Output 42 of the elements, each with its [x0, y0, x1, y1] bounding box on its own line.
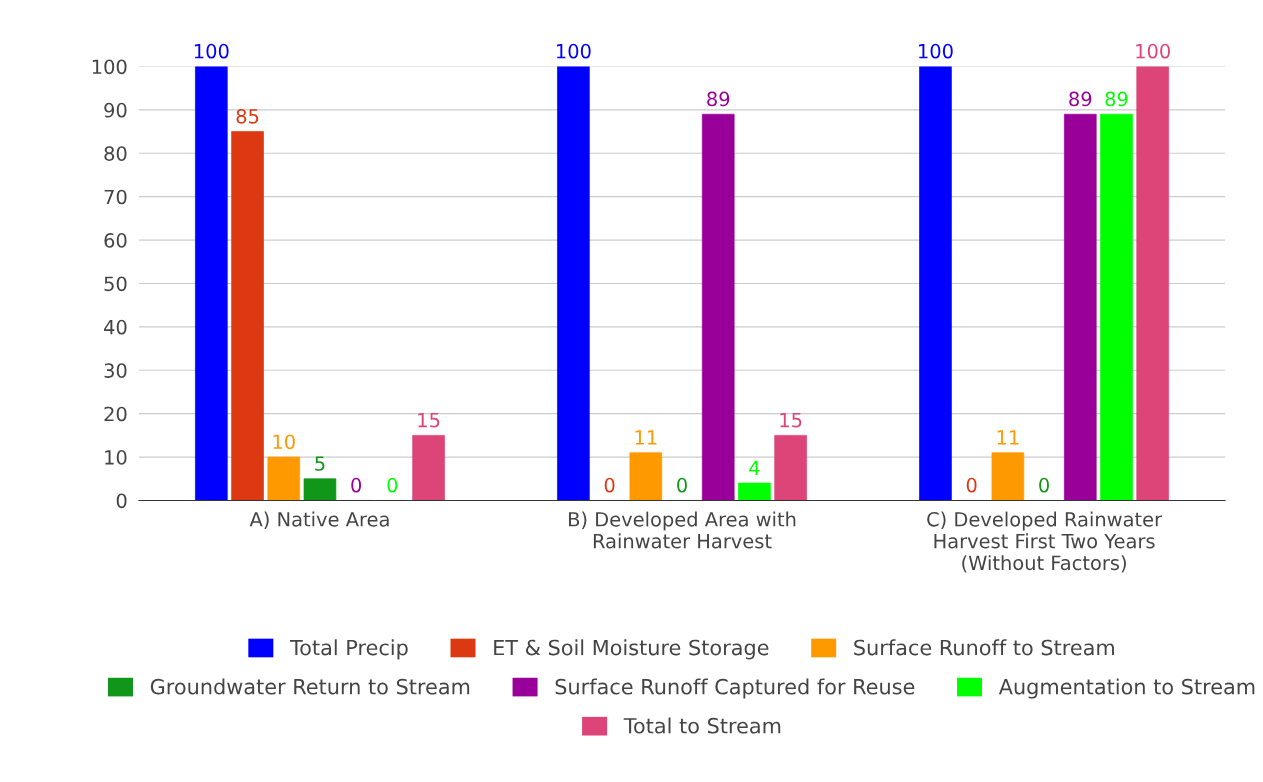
legend-label: Total Precip: [289, 639, 408, 660]
y-tick-label: 0: [116, 493, 127, 509]
data-label: 89: [1069, 91, 1092, 107]
y-tick-label: 30: [104, 363, 127, 378]
y-tick-label: 80: [104, 146, 127, 161]
data-label: 0: [387, 477, 398, 493]
legend-label: Groundwater Return to Stream: [150, 678, 470, 695]
data-label: 15: [418, 412, 440, 428]
data-label: 85: [236, 108, 259, 124]
data-label: 5: [315, 456, 325, 471]
y-tick-label: 90: [104, 102, 127, 118]
legend-label: Surface Runoff to Stream: [854, 639, 1114, 656]
data-label: 11: [997, 430, 1019, 445]
legend-label: ET & Soil Moisture Storage: [494, 639, 769, 660]
data-label: 100: [194, 43, 229, 59]
legend-label: Surface Runoff Captured for Reuse: [555, 678, 915, 699]
y-tick-label: 20: [104, 406, 127, 422]
y-tick-label: 60: [104, 233, 127, 248]
y-tick-label: 10: [105, 450, 127, 465]
x-tick-label: A) Native Area: [249, 511, 389, 529]
data-label: 0: [677, 477, 687, 493]
data-label: 0: [351, 477, 362, 493]
data-label: 89: [707, 91, 730, 107]
y-tick-label: 70: [104, 189, 127, 205]
y-tick-label: 100: [92, 59, 127, 75]
data-label: 0: [1039, 477, 1049, 493]
data-label: 0: [966, 477, 977, 493]
data-label: 11: [635, 430, 657, 445]
y-tick-label: 40: [104, 319, 127, 335]
data-label: 0: [604, 477, 615, 493]
data-label: 100: [919, 43, 953, 59]
legend-label: Total to Stream: [623, 717, 781, 734]
x-tick-label: C) Developed Rainwater Harvest First Two Years (Without Factors): [927, 511, 1163, 573]
data-label: 89: [1105, 91, 1128, 107]
data-label: 10: [273, 434, 295, 450]
legend-label: Augmentation to Stream: [998, 678, 1255, 699]
data-label: 100: [556, 43, 591, 59]
x-tick-label: B) Developed Area with Rainwater Harvest: [569, 511, 796, 549]
data-label: 4: [749, 460, 760, 475]
data-label: 100: [1136, 43, 1170, 59]
data-label: 15: [780, 412, 802, 428]
y-tick-label: 50: [104, 276, 127, 292]
